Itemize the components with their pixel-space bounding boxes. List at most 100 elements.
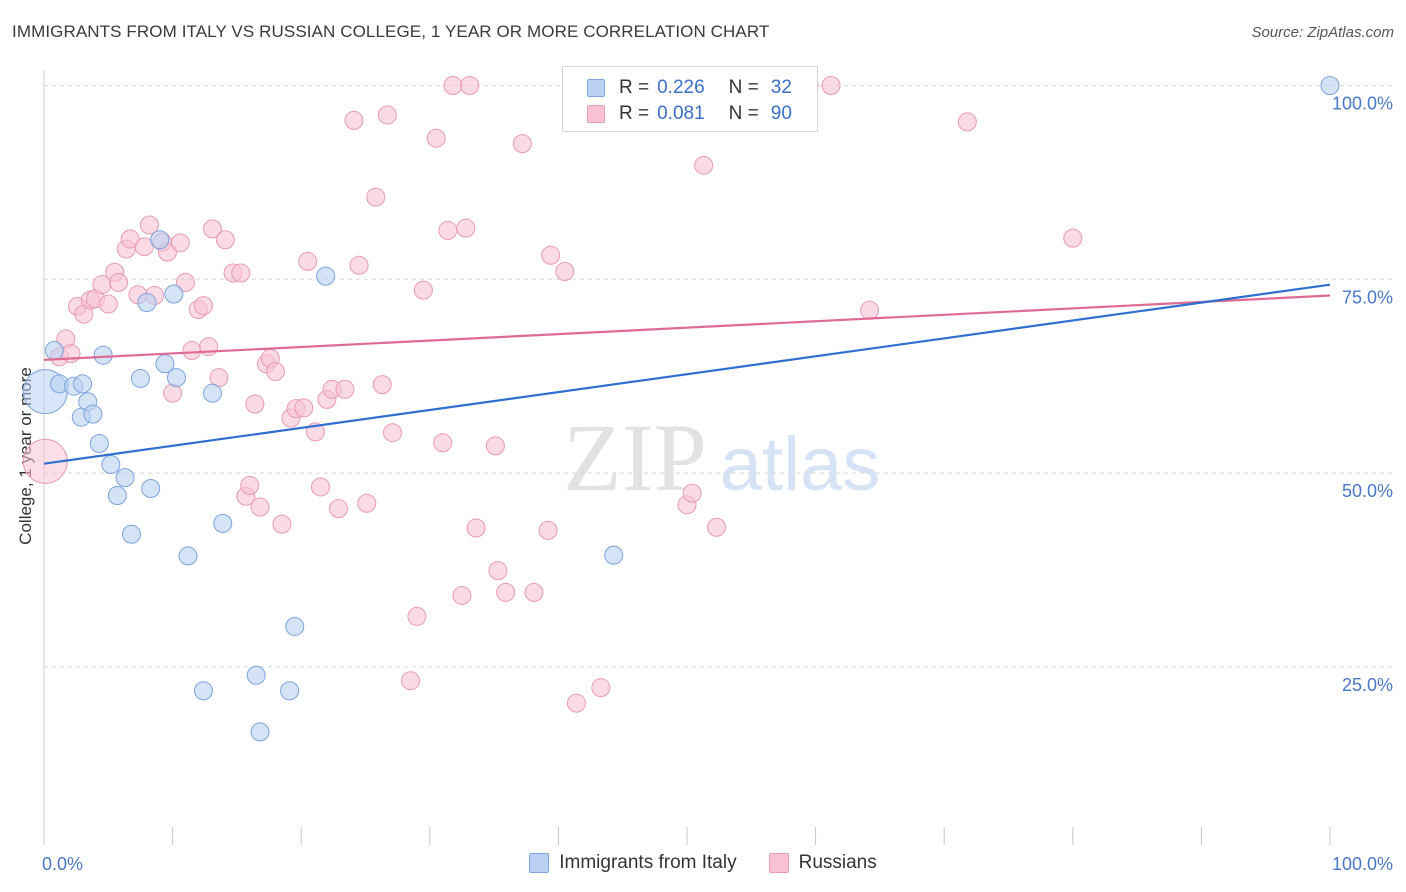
italy-swatch	[587, 79, 605, 97]
italy-point	[150, 230, 170, 250]
legend-row-italy: R = 0.226 N = 32	[563, 74, 792, 102]
russians-point	[538, 520, 558, 540]
italy-point	[164, 284, 184, 304]
italy-point	[604, 545, 624, 565]
italy-point	[166, 368, 186, 388]
legend-item-italy[interactable]: Immigrants from Italy	[529, 852, 737, 874]
legend-row-russians: R = 0.081 N = 90	[563, 100, 792, 128]
russians-point	[357, 493, 377, 513]
russians-r-value: 0.081	[657, 103, 705, 124]
russians-point	[555, 262, 575, 281]
russians-point	[512, 134, 532, 154]
italy-r-label: R =	[619, 77, 650, 98]
russians-point	[452, 585, 472, 605]
russians-point	[170, 233, 190, 253]
russians-point	[61, 344, 81, 364]
russians-point	[215, 230, 235, 250]
italy-point	[246, 665, 266, 685]
russians-point	[202, 219, 222, 239]
italy-point	[115, 468, 135, 488]
russians-point	[413, 280, 433, 300]
russians-point	[401, 671, 421, 691]
russians-legend-label: Russians	[798, 852, 877, 873]
russians-point	[541, 245, 561, 265]
russians-point	[163, 383, 183, 403]
russians-point	[328, 499, 348, 519]
russians-point	[426, 128, 446, 148]
russians-point	[466, 518, 486, 538]
russians-point	[591, 678, 611, 698]
italy-n-value: 32	[770, 77, 792, 98]
russians-point	[1063, 228, 1083, 248]
russians-point	[682, 483, 702, 503]
italy-point	[93, 345, 113, 365]
russians-point	[175, 272, 195, 292]
russians-point	[456, 218, 476, 238]
russians-point	[245, 394, 265, 414]
chart-source: Source: ZipAtlas.com	[1251, 24, 1394, 41]
trend-lines	[43, 283, 1331, 465]
italy-point	[89, 434, 109, 454]
russians-point	[193, 296, 213, 316]
russians-point	[407, 606, 427, 626]
legend-item-russians[interactable]: Russians	[768, 852, 877, 874]
russians-point	[182, 341, 202, 361]
russians-point	[821, 76, 841, 95]
russians-trend-line	[43, 294, 1331, 361]
russians-point	[298, 251, 318, 271]
russians-n-value: 90	[770, 103, 792, 124]
italy-legend-label: Immigrants from Italy	[559, 852, 737, 873]
italy-point	[213, 513, 233, 533]
italy-point	[141, 479, 161, 498]
russians-point	[566, 693, 586, 713]
russians-point	[109, 272, 129, 292]
russians-point	[433, 433, 453, 453]
russians-point	[294, 398, 314, 418]
italy-points	[22, 76, 1340, 742]
italy-legend-swatch	[529, 853, 550, 873]
russians-point	[860, 300, 880, 320]
y-tick-labels: 25.0% 50.0% 75.0% 100.0%	[1332, 94, 1393, 695]
italy-point	[101, 454, 121, 474]
russians-point	[231, 263, 251, 283]
italy-trend-line	[43, 283, 1331, 465]
italy-point	[130, 368, 150, 388]
russians-point	[488, 561, 508, 581]
italy-r-value: 0.226	[657, 77, 705, 98]
russians-point	[377, 105, 397, 125]
italy-point	[250, 722, 270, 742]
watermark: ZIP atlas	[563, 404, 880, 511]
russians-point	[707, 517, 727, 537]
italy-point	[178, 546, 198, 566]
russians-point	[372, 375, 392, 395]
italy-point	[193, 681, 213, 701]
y-tick-label: 100.0%	[1332, 94, 1393, 114]
russians-point	[265, 361, 285, 381]
russians-point	[443, 76, 463, 95]
series-legend: Immigrants from Italy Russians	[0, 852, 1406, 874]
russians-swatch	[587, 105, 605, 123]
russians-point	[240, 475, 260, 495]
correlation-legend: R = 0.226 N = 32 R = 0.081 N = 90	[562, 66, 818, 132]
italy-point	[83, 404, 103, 424]
russians-n-label: N =	[728, 103, 759, 124]
italy-point	[107, 485, 127, 505]
italy-point	[285, 616, 305, 636]
russians-point	[438, 220, 458, 240]
grid-lines	[44, 85, 1394, 668]
russians-point	[524, 582, 544, 602]
italy-point	[44, 341, 64, 361]
russians-point	[496, 582, 516, 602]
russians-point	[383, 423, 403, 443]
russians-point	[98, 294, 118, 314]
russians-point	[957, 112, 977, 132]
italy-point	[121, 524, 141, 544]
italy-n-label: N =	[728, 77, 759, 98]
x-tick-labels: 0.0% 100.0%	[42, 854, 1393, 874]
russians-r-label: R =	[619, 103, 650, 124]
italy-point	[1320, 76, 1340, 95]
italy-point	[316, 266, 336, 286]
russians-point	[139, 215, 159, 235]
